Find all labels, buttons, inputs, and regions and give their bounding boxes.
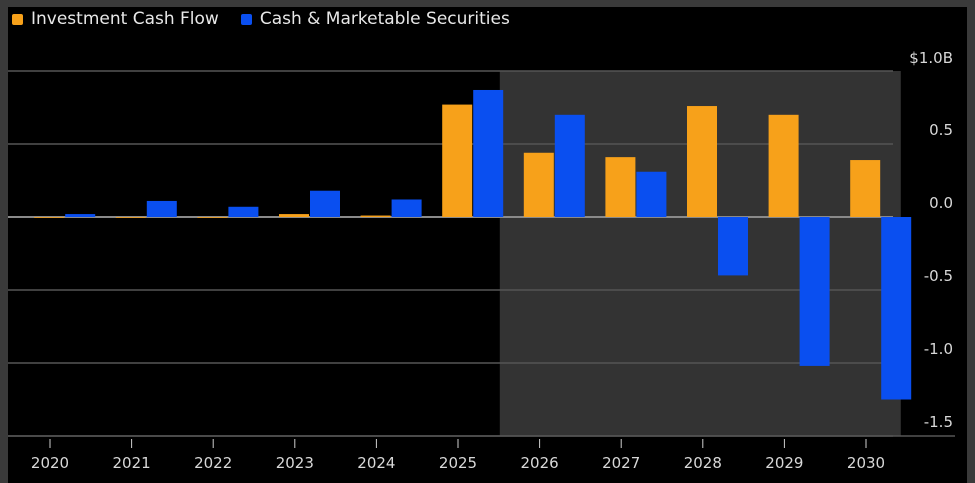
- y-tick-label: 0.5: [929, 121, 953, 139]
- y-tick-label: -1.5: [924, 413, 953, 431]
- legend-swatch-orange: [12, 13, 23, 25]
- bar-investment-cash-flow-2027: [605, 157, 636, 217]
- x-tick-label: 2027: [602, 454, 640, 472]
- y-tick-label: $1.0B: [909, 49, 953, 67]
- legend: Investment Cash Flow Cash & Marketable S…: [12, 8, 524, 30]
- y-tick-label: 0.0: [929, 194, 953, 212]
- bar-cash-securities-2024: [391, 199, 422, 217]
- bar-investment-cash-flow-2022: [197, 217, 228, 218]
- bar-investment-cash-flow-2026: [523, 152, 554, 217]
- x-tick-label: 2026: [521, 454, 559, 472]
- bar-cash-securities-2028: [718, 217, 748, 276]
- bar-investment-cash-flow-2030: [850, 160, 881, 217]
- x-tick-label: 2022: [194, 454, 232, 472]
- bar-cash-securities-2020: [65, 214, 96, 217]
- legend-label: Investment Cash Flow: [31, 9, 219, 29]
- x-tick-label: 2021: [113, 454, 151, 472]
- legend-swatch-blue: [240, 13, 252, 25]
- bar-cash-securities-2026: [554, 114, 585, 217]
- frame-left: [0, 0, 8, 483]
- bar-cash-securities-2025: [473, 89, 504, 217]
- bar-cash-securities-2029: [799, 217, 830, 366]
- frame-top: [0, 0, 975, 7]
- x-tick-label: 2030: [847, 454, 885, 472]
- bar-investment-cash-flow-2021: [115, 217, 146, 218]
- bar-investment-cash-flow-2023: [279, 214, 309, 217]
- bar-cash-securities-2021: [146, 200, 177, 217]
- x-tick-label: 2028: [684, 454, 722, 472]
- x-tick-label: 2024: [357, 454, 395, 472]
- legend-item-cash-marketable-securities: Cash & Marketable Securities: [240, 9, 510, 29]
- bar-investment-cash-flow-2029: [768, 114, 799, 217]
- bar-investment-cash-flow-2028: [687, 106, 717, 217]
- bar-cash-securities-2023: [310, 190, 340, 217]
- bar-cash-securities-2022: [228, 206, 259, 217]
- y-tick-label: -1.0: [924, 340, 953, 358]
- legend-label: Cash & Marketable Securities: [259, 9, 510, 29]
- x-tick-label: 2029: [765, 454, 803, 472]
- x-tick-label: 2023: [276, 454, 314, 472]
- bar-investment-cash-flow-2025: [442, 104, 473, 217]
- frame-right: [967, 0, 975, 483]
- bar-investment-cash-flow-2024: [360, 215, 391, 218]
- x-tick-label: 2020: [31, 454, 69, 472]
- bar-investment-cash-flow-2020: [34, 217, 65, 218]
- legend-item-investment-cash-flow: Investment Cash Flow: [12, 9, 219, 29]
- bar-cash-securities-2030: [881, 217, 912, 400]
- bar-cash-securities-2027: [636, 171, 667, 217]
- x-tick-label: 2025: [439, 454, 477, 472]
- y-tick-label: -0.5: [924, 267, 953, 285]
